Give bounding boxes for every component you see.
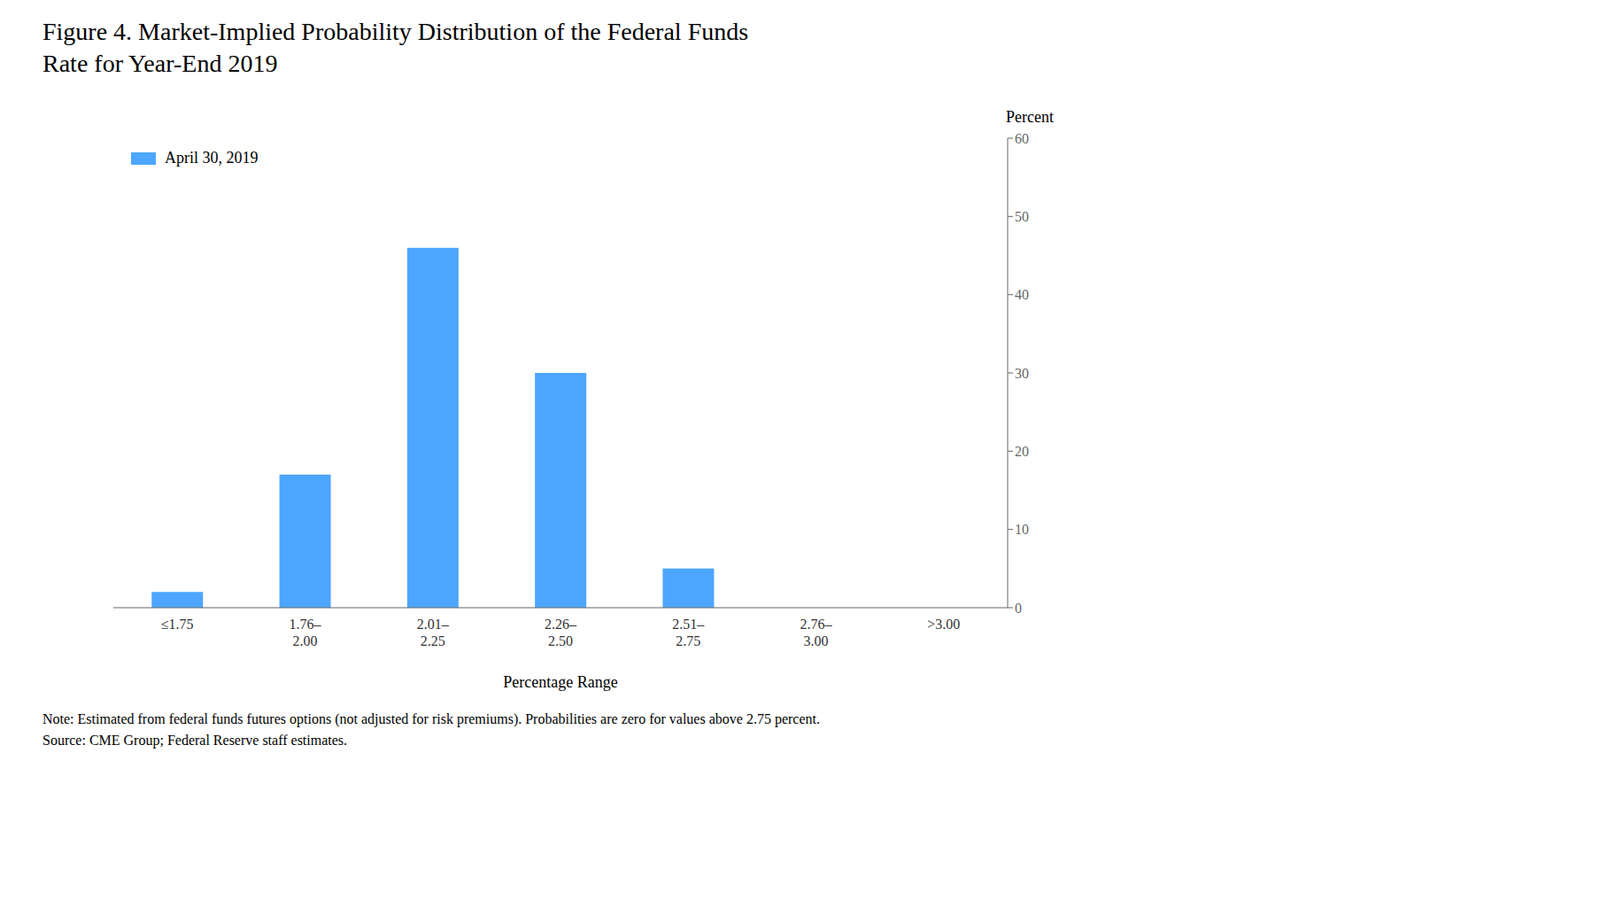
svg-text:Percent: Percent [1005, 108, 1054, 126]
html-text:Figure 4. Market-Implied Proba: Figure 4. Market-Implied Probability Dis… [42, 17, 749, 46]
svg-text:30: 30 [1014, 365, 1029, 381]
svg-text:20: 20 [1014, 443, 1029, 459]
html-text:Rate for Year-End 2019: Rate for Year-End 2019 [42, 49, 278, 78]
svg-text:10: 10 [1014, 521, 1029, 537]
html-text:Source: CME Group; Federal Res: Source: CME Group; Federal Reserve staff… [42, 732, 348, 748]
svg-text:2.76–3.00: 2.76–3.00 [800, 616, 834, 649]
svg-text:1.76–2.00: 1.76–2.00 [288, 616, 322, 649]
svg-text:≤1.75: ≤1.75 [161, 616, 194, 632]
html-text:April 30, 2019: April 30, 2019 [164, 148, 259, 167]
html-text:Note: Estimated from federal f: Note: Estimated from federal funds futur… [42, 711, 820, 727]
svg-text:2.26–2.50: 2.26–2.50 [544, 616, 578, 649]
svg-text:50: 50 [1014, 208, 1029, 225]
svg-text:60: 60 [1014, 131, 1029, 147]
svg-text:2.01–2.25: 2.01–2.25 [417, 616, 450, 649]
svg-text:2.51–2.75: 2.51–2.75 [672, 616, 705, 649]
svg-text:>3.00: >3.00 [927, 616, 960, 632]
svg-text:40: 40 [1014, 286, 1029, 302]
svg-text:0: 0 [1014, 600, 1022, 616]
svg-text:Percentage Range: Percentage Range [502, 672, 618, 691]
